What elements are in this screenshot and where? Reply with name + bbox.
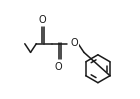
Text: O: O xyxy=(39,15,46,25)
Text: O: O xyxy=(71,38,78,48)
Text: O: O xyxy=(54,62,62,72)
